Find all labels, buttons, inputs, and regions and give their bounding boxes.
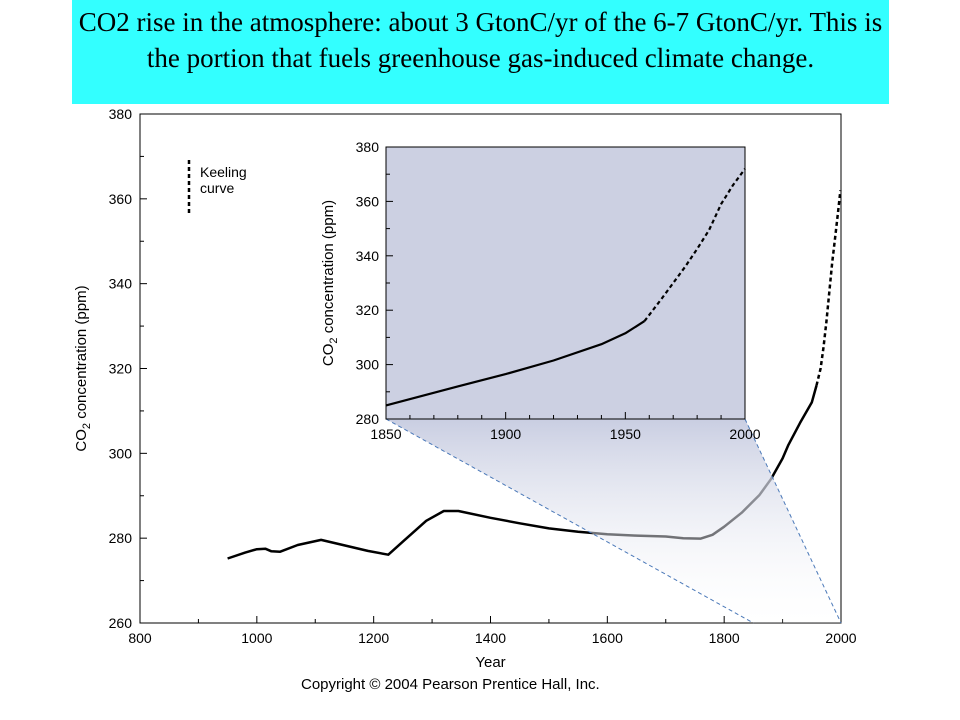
zoom-guide-left — [385, 418, 754, 624]
inset-plot-frame — [385, 146, 746, 420]
inset-x-tick-label: 1950 — [610, 426, 641, 442]
inset-x-tick-label: 2000 — [729, 426, 760, 442]
zoom-guide-right — [744, 418, 842, 624]
main-y-tick-label: 300 — [109, 445, 133, 461]
inset-chart: 280 300 320 340 360 380 1850 1900 1950 2000 CO2 co… — [320, 139, 761, 442]
legend-keeling-label: Keeling curve — [200, 164, 247, 196]
title-band — [72, 0, 889, 104]
inset-y-tick-label: 280 — [356, 411, 380, 427]
main-x-tick-label: 1600 — [592, 630, 623, 646]
inset-x-tick-label: 1900 — [490, 426, 521, 442]
inset-y-tick-label: 360 — [356, 193, 380, 209]
main-x-axis-label: Year — [475, 654, 505, 671]
main-x-tick-label: 1400 — [475, 630, 506, 646]
inset-keeling-curve-line — [643, 168, 746, 322]
inset-y-tick-label: 300 — [356, 357, 380, 373]
main-x-tick-label: 1800 — [709, 630, 740, 646]
main-y-tick-label: 260 — [109, 615, 133, 631]
inset-y-tick-label: 320 — [356, 302, 380, 318]
inset-y-tick-label: 380 — [356, 139, 380, 155]
main-x-tick-label: 1200 — [358, 630, 389, 646]
slide-title: CO2 rise in the atmosphere: about 3 Gton… — [78, 7, 883, 73]
main-y-tick-label: 320 — [109, 361, 133, 377]
main-x-tick-label: 2000 — [825, 630, 856, 646]
main-y-tick-label: 360 — [109, 191, 133, 207]
main-y-tick-label: 280 — [109, 530, 133, 546]
main-x-tick-label: 800 — [128, 630, 152, 646]
inset-historical-curve-line — [385, 320, 646, 407]
main-y-tick-label: 340 — [109, 276, 133, 292]
copyright-notice: Copyright © 2004 Pearson Prentice Hall, … — [301, 676, 600, 693]
zoom-wedge-fill — [386, 419, 841, 623]
main-chart: 260 280 300 320 340 360 380 800 1000 1200 1400 1600… — [73, 106, 857, 671]
inset-x-tick-label: 1850 — [370, 426, 401, 442]
inset-y-tick-label: 340 — [356, 248, 380, 264]
inset-y-axis-label: CO2 concentration (ppm) — [320, 200, 340, 366]
main-y-axis-label: CO2 concentration (ppm) — [73, 285, 93, 451]
main-keeling-curve-line — [815, 190, 842, 386]
zoom-wedge — [385, 418, 842, 624]
main-x-tick-label: 1000 — [241, 630, 272, 646]
main-y-tick-label: 380 — [109, 106, 133, 122]
